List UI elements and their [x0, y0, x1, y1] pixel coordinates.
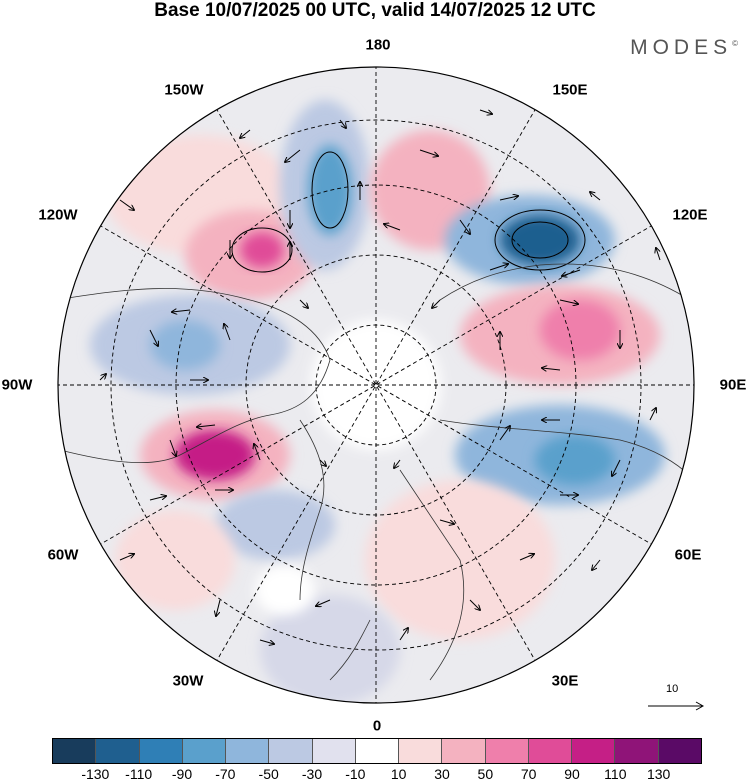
lon-label-60e: 60E	[674, 546, 702, 564]
colorbar-tick-label: -110	[125, 766, 153, 782]
colorbar-tick-label: 10	[390, 766, 407, 782]
contour-lines	[231, 151, 586, 273]
colorbar-swatch	[182, 739, 227, 763]
lon-label-30e: 30E	[551, 672, 579, 690]
lon-label-0: 0	[372, 717, 382, 735]
anomaly-negative	[150, 320, 220, 370]
colorbar-swatch	[96, 739, 140, 763]
colorbar-swatch	[139, 739, 183, 763]
polar-map	[57, 66, 695, 704]
lon-label-90e: 90E	[719, 376, 747, 394]
colorbar-tick-label: 70	[520, 766, 537, 782]
colorbar-swatch	[226, 739, 270, 763]
reference-vector-arrow-icon	[648, 701, 705, 711]
colorbar-tick-label: 130	[646, 766, 671, 782]
colorbar-tick-label: 30	[434, 766, 450, 782]
colorbar-swatch	[485, 739, 529, 763]
anomaly-negative	[215, 490, 335, 560]
colorbar-tick-label: 90	[564, 766, 580, 782]
colorbar-swatch	[312, 739, 356, 763]
wind-vectors	[99, 109, 661, 644]
graticule	[58, 67, 694, 703]
colorbar-tick-label: -30	[301, 766, 323, 782]
modes-logo: MODES©	[630, 36, 738, 60]
lon-label-180: 180	[365, 36, 391, 54]
anomaly-positive	[240, 232, 284, 268]
colorbar-tick-label: -130	[81, 766, 110, 782]
chart-title: Base 10/07/2025 00 UTC, valid 14/07/2025…	[154, 0, 596, 21]
colorbar-tick-label: -50	[258, 766, 279, 782]
colorbar-swatch	[355, 739, 400, 763]
polar-cap	[311, 320, 441, 450]
anomaly-neutral	[255, 565, 315, 615]
colorbar	[52, 738, 702, 764]
anomaly-negative	[260, 595, 400, 703]
lon-label-30w: 30W	[172, 672, 204, 690]
colorbar-ticks: -130 -110 -90 -70 -50 -30 -10 10 30 50 70 90 110 130	[52, 766, 702, 783]
reference-vector-label: 10	[666, 683, 679, 695]
colorbar-tick-label: 110	[604, 766, 627, 782]
anomaly-negative	[308, 145, 352, 235]
anomaly-field	[90, 100, 665, 703]
lon-label-120w: 120W	[38, 206, 78, 224]
coastlines	[58, 263, 694, 681]
colorbar-swatch	[399, 739, 443, 763]
lon-label-90w: 90W	[1, 376, 33, 394]
brand-mark: ©	[732, 39, 738, 48]
lon-label-60w: 60W	[47, 546, 79, 564]
anomaly-negative	[535, 435, 615, 485]
lon-label-150w: 150W	[164, 81, 204, 99]
colorbar-tick-label: -10	[345, 766, 366, 782]
map-boundary	[57, 66, 695, 704]
colorbar-swatch	[658, 739, 701, 763]
colorbar-swatch	[572, 739, 616, 763]
lon-label-120e: 120E	[672, 206, 708, 224]
colorbar-swatch	[269, 739, 313, 763]
colorbar-tick-label: -70	[215, 766, 236, 782]
colorbar-tick-label: -90	[171, 766, 193, 782]
lon-label-150e: 150E	[552, 81, 588, 99]
colorbar-swatch	[442, 739, 486, 763]
colorbar-swatch	[615, 739, 659, 763]
colorbar-tick-label: 50	[477, 766, 494, 782]
anomaly-positive	[115, 510, 235, 610]
anomaly-positive	[540, 300, 620, 360]
map-disc	[58, 67, 694, 703]
brand-text: MODES	[630, 36, 733, 59]
colorbar-swatch	[528, 739, 573, 763]
colorbar-swatch	[53, 739, 97, 763]
anomaly-positive	[175, 430, 255, 480]
